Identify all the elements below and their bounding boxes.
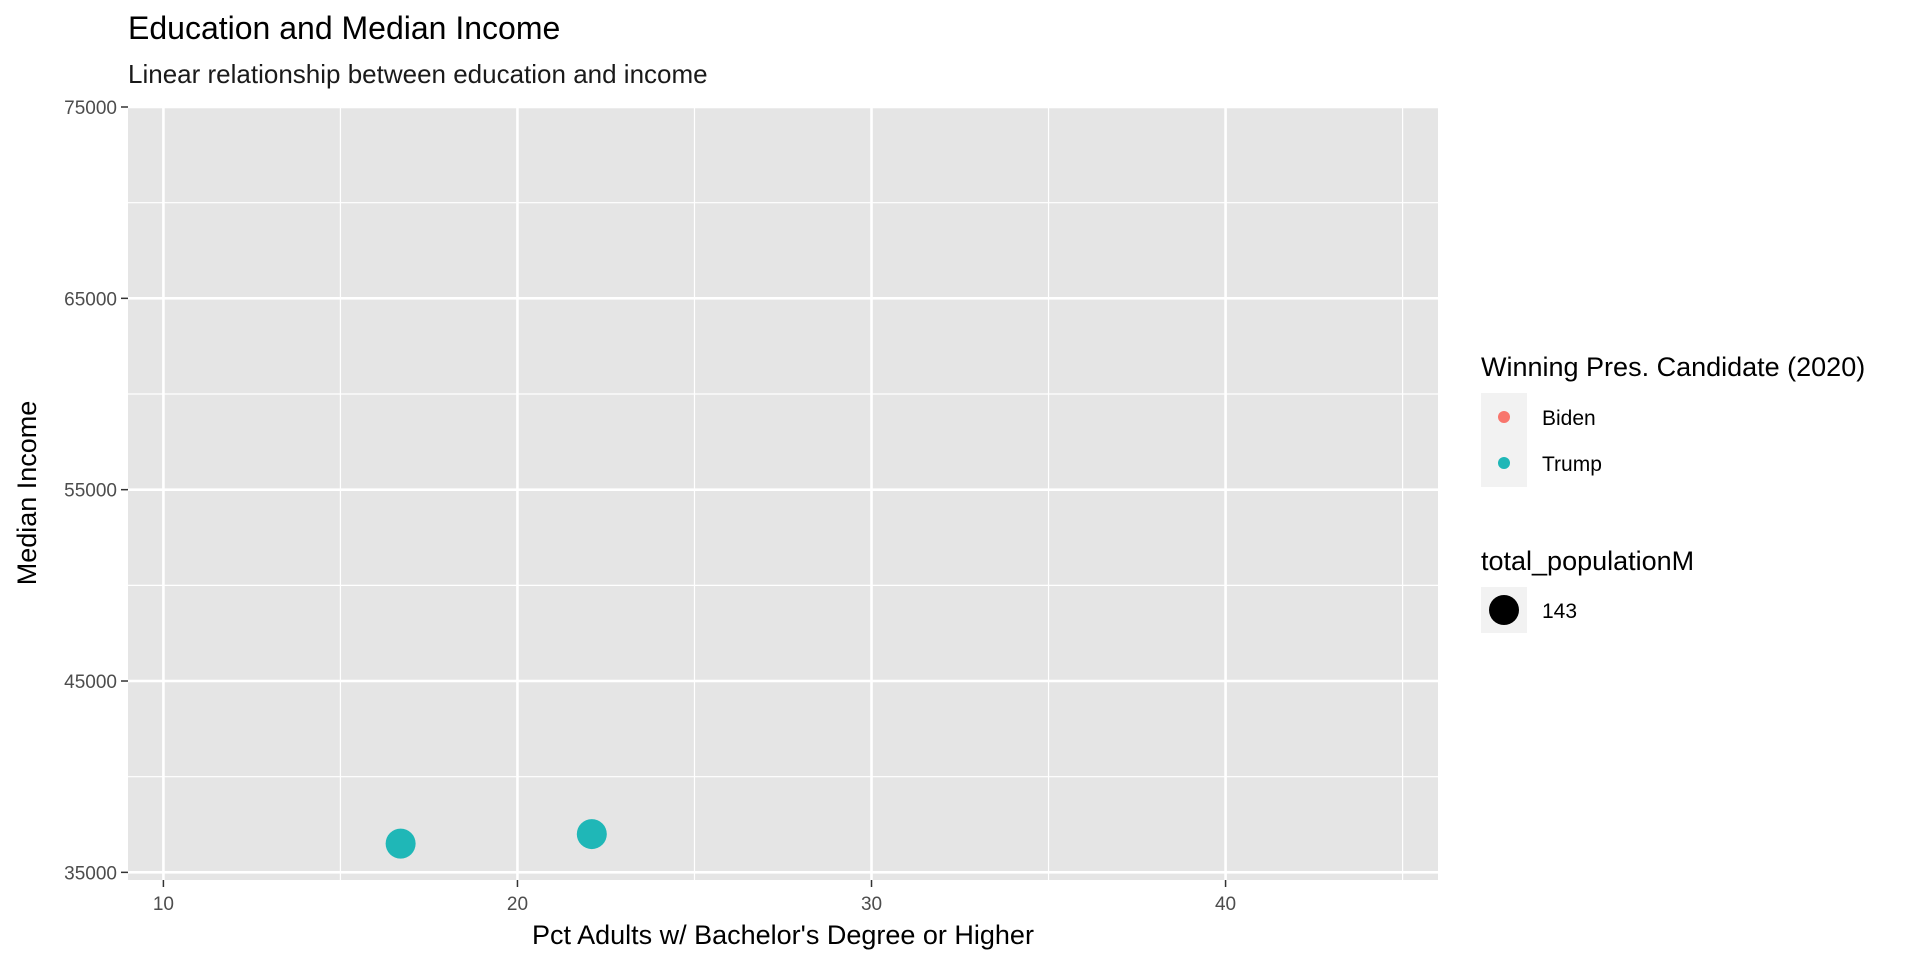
x-axis-label: Pct Adults w/ Bachelor's Degree or Highe… <box>532 920 1034 950</box>
y-tick-label: 45000 <box>64 672 117 693</box>
size-legend-title: total_populationM <box>1481 546 1694 576</box>
color-legend-title: Winning Pres. Candidate (2020) <box>1481 352 1865 382</box>
x-tick-label: 10 <box>153 894 174 915</box>
x-axis-ticks: 10 20 30 40 <box>153 880 1236 915</box>
data-point <box>385 828 416 859</box>
legend-key-biden <box>1498 411 1510 423</box>
x-tick-label: 30 <box>861 894 882 915</box>
y-tick-label: 55000 <box>64 481 117 502</box>
data-points <box>385 819 607 859</box>
x-tick-label: 40 <box>1215 894 1236 915</box>
chart-subtitle: Linear relationship between education an… <box>128 59 708 89</box>
legend-key-size-143 <box>1489 595 1519 625</box>
y-axis-ticks: 35000 45000 55000 65000 75000 <box>64 98 128 884</box>
legend-label-size-143: 143 <box>1542 600 1577 623</box>
legend-label-trump: Trump <box>1542 453 1602 476</box>
legend-key-trump <box>1498 457 1510 469</box>
y-tick-label: 65000 <box>64 289 117 310</box>
plot-panel <box>128 107 1438 880</box>
color-legend-key-bg <box>1481 393 1527 487</box>
x-tick-label: 20 <box>507 894 528 915</box>
chart-title: Education and Median Income <box>128 10 560 46</box>
legend-label-biden: Biden <box>1542 407 1596 430</box>
y-axis-label: Median Income <box>12 401 42 586</box>
data-point <box>576 819 607 850</box>
y-tick-label: 75000 <box>64 98 117 119</box>
grid-lines <box>128 105 1438 880</box>
y-tick-label: 35000 <box>64 863 117 884</box>
